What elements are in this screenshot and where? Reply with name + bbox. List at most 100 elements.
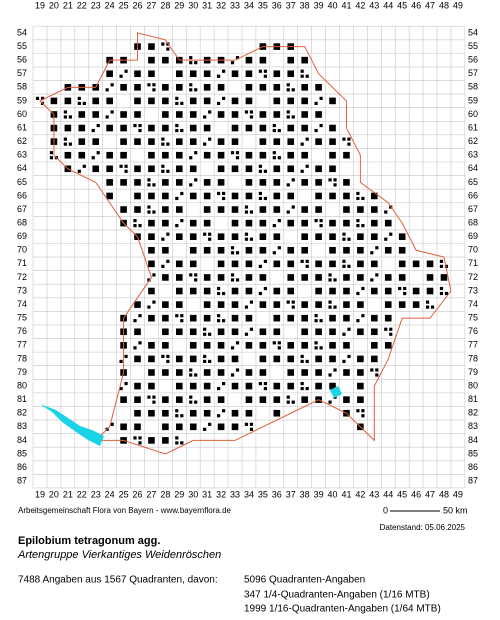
- sub-dot: [133, 219, 137, 223]
- dot: [134, 206, 141, 213]
- column-label: 21: [63, 489, 73, 499]
- dot: [231, 328, 239, 336]
- sub-dot: [216, 386, 221, 391]
- sub-dot: [286, 395, 290, 399]
- row-label: 57: [17, 68, 27, 78]
- sub-dot: [138, 128, 142, 133]
- sub-dot: [147, 83, 151, 87]
- dot: [189, 124, 197, 132]
- sub-dot: [180, 441, 184, 445]
- sub-dot: [263, 196, 267, 201]
- sub-dot: [333, 305, 337, 309]
- dot: [231, 382, 239, 390]
- row-label: 59: [468, 95, 478, 105]
- dot: [301, 124, 308, 132]
- dot: [203, 192, 211, 200]
- dot: [287, 287, 295, 295]
- dot: [273, 70, 281, 78]
- dot: [301, 396, 308, 403]
- dot: [231, 219, 239, 227]
- dot: [287, 138, 295, 145]
- dot: [203, 246, 211, 254]
- sub-dot: [119, 386, 123, 391]
- dot: [315, 287, 322, 295]
- dot: [245, 382, 253, 390]
- sub-dot: [49, 156, 54, 160]
- dot: [162, 151, 169, 159]
- dot: [315, 355, 322, 363]
- sub-dot: [272, 224, 276, 228]
- dot: [134, 396, 141, 403]
- dot: [189, 219, 197, 227]
- dot: [245, 342, 253, 349]
- row-label: 54: [17, 27, 27, 37]
- sub-dot: [384, 327, 388, 331]
- dot: [120, 396, 127, 403]
- sub-dot: [305, 264, 309, 268]
- sub-dot: [216, 101, 221, 105]
- dot: [148, 382, 155, 390]
- dot: [217, 246, 225, 254]
- sub-dot: [403, 286, 407, 291]
- sub-dot: [152, 273, 156, 277]
- row-label: 81: [468, 394, 478, 404]
- sub-dot: [272, 151, 276, 155]
- sub-dot: [166, 359, 170, 364]
- sub-dot: [180, 101, 184, 105]
- column-label: 43: [369, 489, 379, 499]
- dot: [106, 165, 113, 173]
- dot: [315, 179, 322, 186]
- sub-dot: [300, 386, 304, 391]
- sub-dot: [161, 264, 165, 268]
- sub-dot: [314, 341, 318, 345]
- dot: [189, 409, 197, 417]
- dot: [371, 342, 378, 349]
- row-label: 69: [17, 231, 27, 241]
- row-label: 62: [468, 136, 478, 146]
- dot: [371, 328, 378, 336]
- row-label: 79: [468, 367, 478, 377]
- sub-dot: [203, 232, 207, 236]
- dot: [231, 287, 239, 295]
- dot: [287, 314, 295, 322]
- sub-dot: [258, 191, 262, 196]
- dot: [273, 84, 281, 91]
- column-label: 36: [272, 0, 282, 10]
- row-label: 70: [17, 245, 27, 255]
- dot: [329, 355, 336, 363]
- column-label: 26: [133, 489, 143, 499]
- dot: [287, 56, 295, 64]
- count: 347 1/4-Quadranten-Angaben (1/16 MTB): [244, 590, 430, 601]
- sub-dot: [203, 354, 207, 359]
- sub-dot: [291, 400, 295, 404]
- sub-dot: [249, 110, 254, 114]
- dot: [148, 192, 155, 200]
- sub-dot: [216, 74, 221, 78]
- sub-dot: [342, 259, 346, 263]
- sub-dot: [249, 422, 254, 426]
- sub-dot: [258, 164, 262, 168]
- sub-dot: [333, 278, 337, 282]
- dot: [231, 97, 239, 105]
- sub-dot: [82, 101, 86, 105]
- sub-dot: [166, 232, 170, 236]
- sub-dot: [175, 96, 179, 100]
- dot: [412, 260, 420, 268]
- sub-dot: [375, 246, 379, 250]
- sub-dot: [138, 341, 142, 345]
- sub-dot: [277, 128, 281, 133]
- sub-dot: [166, 47, 170, 51]
- dot: [245, 84, 253, 91]
- dot: [78, 151, 86, 159]
- sub-dot: [347, 137, 351, 141]
- column-label: 45: [397, 0, 407, 10]
- sub-dot: [277, 341, 281, 345]
- row-label: 60: [468, 109, 478, 119]
- dot: [162, 206, 169, 213]
- sub-dot: [300, 74, 304, 78]
- dot: [384, 219, 392, 227]
- sub-dot: [314, 128, 318, 133]
- dot: [273, 111, 281, 118]
- sub-dot: [333, 178, 337, 182]
- dot: [217, 274, 225, 281]
